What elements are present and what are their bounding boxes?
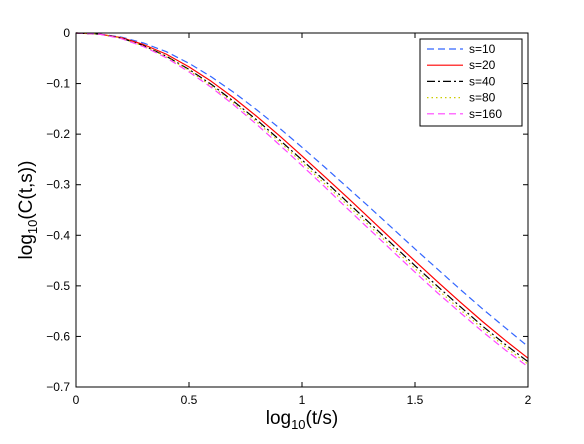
series-line-s=40 [75,32,529,363]
legend-label-s=160: s=160 [469,107,502,121]
y-tick-label-1: −0.1 [46,77,70,91]
x-tick-label-0: 0 [73,393,80,407]
x-axis-title-base: log [266,408,291,429]
x-tick-label-4: 2 [525,393,532,407]
series-line-s=80 [75,32,529,365]
legend-label-s=10: s=10 [469,42,496,56]
x-axis-title: log10(t/s) [266,408,339,432]
y-tick-label-0: 0 [63,26,70,40]
y-axis-title-tail: (C(t,s)) [16,161,37,220]
y-tick-label-5: −0.5 [46,279,70,293]
x-tick-label-3: 1.5 [407,393,424,407]
legend-box [419,38,523,127]
series-line-s=20 [75,32,529,359]
y-tick-label-7: −0.7 [46,380,70,394]
axes-layer: 0 0.5 1 1.5 2 0 −0.1 −0.2 −0.3 −0.4 −0.5 −0.6 −0.7 [46,26,531,407]
x-tick-label-2: 1 [299,393,306,407]
y-axis-title: log10(C(t,s)) [16,161,40,260]
legend-label-s=80: s=80 [469,91,496,105]
legend-label-s=20: s=20 [469,58,496,72]
y-axis-title-base: log [16,234,37,259]
y-tick-label-6: −0.6 [46,329,70,343]
legend: s=10 s=20 s=40 s=80 s=160 [419,38,523,127]
y-tick-label-3: −0.3 [46,178,70,192]
series-layer [75,32,529,368]
x-axis-title-subscript: 10 [291,417,305,432]
y-tick-label-2: −0.2 [46,127,70,141]
series-line-s=10 [75,32,529,348]
series-line-s=160 [75,32,529,368]
legend-label-s=40: s=40 [469,74,496,88]
y-axis-title-subscript: 10 [25,220,40,234]
x-tick-label-1: 0.5 [181,393,198,407]
x-axis-title-tail: (t/s) [306,408,339,429]
y-tick-label-4: −0.4 [46,228,70,242]
